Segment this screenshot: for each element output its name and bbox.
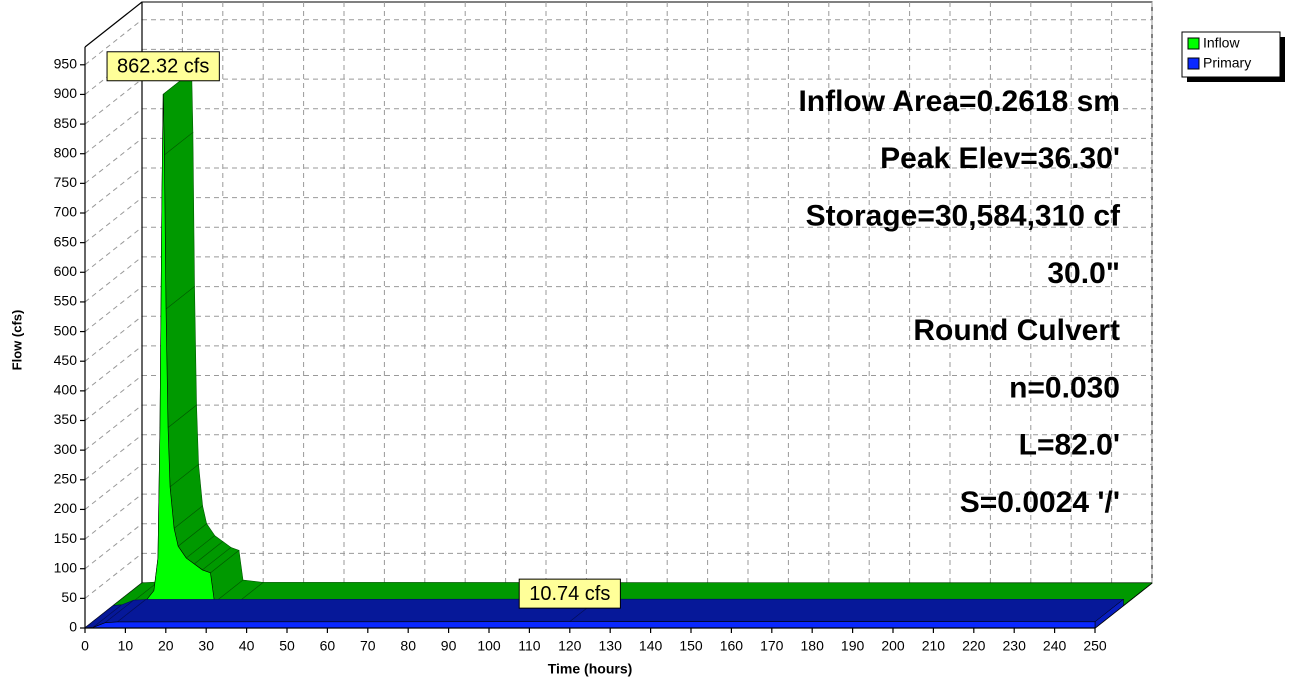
x-tick-label: 190	[841, 638, 865, 654]
legend-swatch	[1187, 57, 1200, 70]
area	[113, 94, 1124, 606]
x-tick-label: 20	[158, 638, 174, 654]
legend-label: Primary	[1203, 55, 1251, 71]
grid-line	[84, 345, 143, 392]
x-tick-label: 180	[801, 638, 825, 654]
x-tick-label: 110	[518, 638, 541, 654]
grid-line	[84, 108, 143, 155]
annotation: Peak Elev=36.30'	[880, 142, 1120, 175]
y-tick-label: 650	[54, 233, 78, 249]
x-tick-label: 100	[477, 638, 501, 654]
y-tick-label: 800	[54, 144, 78, 160]
y-axis-label: Flow (cfs)	[9, 310, 24, 371]
x-axis-label: Time (hours)	[548, 661, 633, 677]
annotation: 30.0"	[1047, 257, 1120, 290]
x-tick-label: 40	[239, 638, 255, 654]
x-tick-label: 60	[320, 638, 336, 654]
y-tick-label: 0	[69, 619, 77, 635]
x-tick-label: 150	[679, 638, 703, 654]
x-tick-label: 160	[720, 638, 744, 654]
x-tick-label: 0	[81, 638, 89, 654]
grid-line	[84, 434, 143, 481]
annotation: Inflow Area=0.2618 sm	[798, 85, 1120, 118]
grid-line	[84, 167, 143, 214]
grid-line	[84, 315, 143, 362]
x-tick-label: 80	[400, 638, 416, 654]
grid-line	[84, 464, 143, 510]
y-tick-label: 100	[54, 559, 78, 575]
x-tick-label: 230	[1003, 638, 1027, 654]
area	[84, 621, 1096, 629]
y-tick-label: 200	[54, 500, 78, 516]
value-label-box	[106, 51, 220, 82]
x-tick-label: 140	[639, 638, 663, 654]
value-label: 862.32 cfs	[117, 56, 209, 78]
annotation: Storage=30,584,310 cf	[806, 200, 1121, 233]
y-tick-label: 700	[54, 204, 78, 220]
ribbon-top	[165, 285, 197, 429]
ribbon-end	[1123, 582, 1153, 606]
y-tick-label: 600	[54, 263, 78, 279]
x-tick-label: 220	[962, 638, 986, 654]
grid-line	[84, 552, 143, 599]
annotation: n=0.030	[1009, 371, 1120, 404]
legend: Inflow Primary	[1181, 31, 1285, 82]
y-tick-label: 150	[54, 530, 78, 546]
y-tick-label: 300	[54, 441, 78, 457]
grid-line	[84, 286, 143, 332]
y-tick-label: 500	[54, 322, 78, 338]
x-tick-label: 210	[922, 638, 946, 654]
y-tick-label: 450	[54, 352, 78, 368]
x-tick-label: 170	[760, 638, 784, 654]
y-tick-label: 850	[54, 115, 78, 131]
grid-line	[84, 523, 143, 570]
x-tick-label: 200	[881, 638, 905, 654]
x-tick-label: 90	[441, 638, 457, 654]
x-tick-label: 250	[1083, 638, 1107, 654]
y-tick-label: 400	[54, 382, 78, 398]
ribbon-top	[568, 598, 1125, 623]
y-tick-label: 250	[54, 470, 78, 486]
plot-area	[84, 1, 1153, 629]
annotation: S=0.0024 '/'	[960, 486, 1120, 519]
value-label: 10.74 cfs	[529, 583, 610, 605]
grid-line	[84, 404, 143, 451]
wall-edge	[84, 1, 143, 48]
grid-line	[84, 19, 143, 66]
annotation: L=82.0'	[1019, 429, 1120, 462]
x-tick-label: 50	[279, 638, 295, 654]
y-tick-label: 550	[54, 293, 78, 309]
ribbon-top	[164, 131, 195, 310]
x-tick-label: 120	[558, 638, 582, 654]
x-tick-label: 10	[118, 638, 134, 654]
back-wall	[141, 1, 1153, 584]
grid-line	[84, 78, 143, 125]
grid-line	[84, 226, 143, 273]
annotation: Round Culvert	[913, 314, 1120, 347]
y-tick-label: 750	[54, 174, 78, 190]
grid-line	[84, 197, 143, 244]
x-tick-label: 70	[360, 638, 376, 654]
grid-line	[84, 256, 143, 303]
grid-line	[84, 375, 143, 421]
legend-swatch	[1187, 37, 1200, 50]
value-label-box	[518, 578, 621, 609]
y-tick-label: 350	[54, 411, 78, 427]
grid-line	[84, 137, 143, 184]
x-tick-label: 30	[198, 638, 214, 654]
y-tick-label: 950	[54, 55, 78, 71]
x-tick-label: 240	[1043, 638, 1067, 654]
y-tick-label: 50	[61, 589, 77, 605]
y-tick-label: 900	[54, 85, 78, 101]
legend-label: Inflow	[1203, 35, 1240, 51]
x-tick-label: 130	[599, 638, 623, 654]
grid-line	[84, 493, 143, 540]
